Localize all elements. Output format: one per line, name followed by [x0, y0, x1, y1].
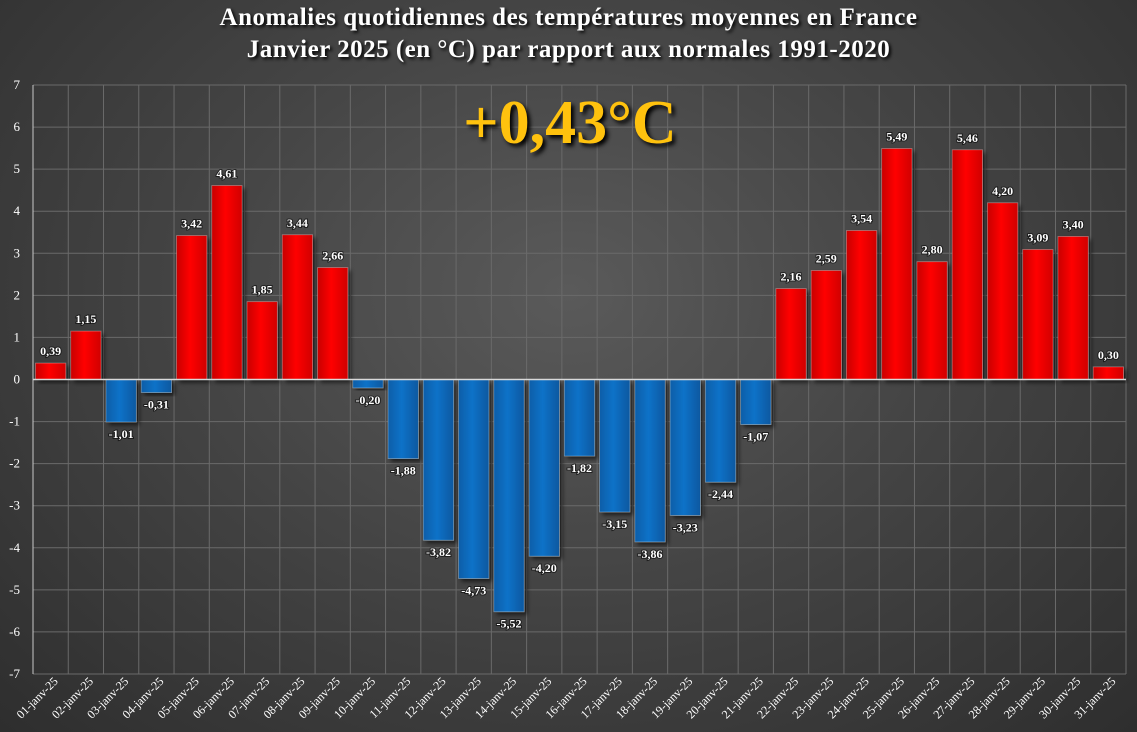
data-label: -3,23	[673, 520, 698, 534]
bar-20-janv-25	[704, 379, 737, 483]
bar-14-janv-25	[493, 379, 525, 613]
y-tick-label: -4	[9, 540, 20, 555]
data-label: 2,80	[922, 243, 943, 257]
data-label: -0,31	[144, 398, 169, 412]
data-label: -1,82	[567, 461, 592, 475]
data-label: 3,09	[1027, 230, 1048, 244]
y-tick-label: 4	[14, 203, 21, 218]
mean-anomaly-headline: +0,43°C	[463, 89, 677, 157]
bar-10-janv-25	[352, 379, 384, 389]
data-label: 4,61	[216, 167, 237, 181]
data-label: -2,44	[708, 487, 733, 501]
bar-31-janv-25	[1092, 366, 1124, 380]
y-tick-label: 2	[14, 287, 21, 302]
data-label: 0,30	[1098, 348, 1119, 362]
bar-26-janv-25	[916, 261, 948, 380]
bar-29-janv-25	[1022, 249, 1054, 380]
y-tick-label: 1	[14, 329, 21, 344]
bar-03-janv-25	[105, 379, 137, 423]
data-label: -4,73	[461, 583, 486, 597]
data-label: 1,85	[252, 283, 273, 297]
data-label: 0,39	[40, 344, 61, 358]
data-label: -0,20	[355, 393, 380, 407]
y-tick-label: -5	[9, 582, 20, 597]
data-label: 2,59	[816, 252, 837, 266]
bar-13-janv-25	[458, 379, 490, 579]
bar-11-janv-25	[387, 379, 419, 459]
data-label: 2,16	[781, 270, 802, 284]
y-tick-label: 3	[14, 245, 21, 260]
bar-04-janv-25	[140, 379, 172, 393]
bar-06-janv-25	[211, 185, 243, 380]
data-label: 3,44	[287, 216, 308, 230]
bar-09-janv-25	[317, 267, 349, 380]
chart-subtitle: Janvier 2025 (en °C) par rapport aux nor…	[246, 36, 891, 63]
data-label: 1,15	[75, 312, 96, 326]
bar-25-janv-25	[881, 148, 913, 380]
y-tick-label: 6	[14, 119, 21, 134]
bar-08-janv-25	[281, 234, 313, 380]
bar-27-janv-25	[951, 149, 983, 380]
bar-19-janv-25	[669, 379, 701, 516]
y-tick-label: -1	[9, 414, 20, 429]
bar-22-janv-25	[775, 288, 807, 380]
data-label: -1,88	[391, 464, 416, 478]
bar-24-janv-25	[846, 230, 878, 380]
y-tick-label: -3	[9, 498, 20, 513]
bar-12-janv-25	[422, 379, 455, 541]
y-tick-label: 0	[14, 372, 21, 387]
bar-15-janv-25	[528, 379, 560, 557]
data-label: 4,20	[992, 184, 1013, 198]
data-label: -4,20	[532, 561, 557, 575]
bar-17-janv-25	[599, 379, 631, 513]
bar-30-janv-25	[1057, 236, 1089, 380]
bar-21-janv-25	[740, 379, 772, 425]
data-label: -3,15	[602, 517, 627, 531]
data-label: -1,01	[109, 427, 134, 441]
y-tick-label: -6	[9, 624, 20, 639]
bar-01-janv-25	[35, 362, 67, 380]
data-label: -5,52	[496, 617, 521, 631]
data-label: 5,46	[957, 131, 978, 145]
data-label: 2,66	[322, 249, 343, 263]
y-tick-label: -7	[9, 666, 20, 681]
bar-07-janv-25	[246, 301, 278, 380]
data-label: 5,49	[886, 130, 907, 144]
data-label: -3,82	[426, 545, 451, 559]
data-label: 3,54	[851, 212, 872, 226]
y-tick-label: 5	[14, 161, 21, 176]
data-label: -3,86	[638, 547, 663, 561]
data-label: 3,40	[1063, 217, 1084, 231]
data-label: 3,42	[181, 217, 202, 231]
bar-23-janv-25	[810, 270, 842, 380]
bar-05-janv-25	[176, 235, 208, 380]
bar-16-janv-25	[563, 379, 596, 457]
bar-02-janv-25	[70, 330, 102, 380]
y-tick-label: 7	[14, 77, 21, 92]
y-tick-label: -2	[9, 456, 20, 471]
data-label: -1,07	[743, 430, 768, 444]
bar-18-janv-25	[634, 379, 666, 543]
chart-title: Anomalies quotidiennes des températures …	[219, 4, 918, 31]
bar-28-janv-25	[987, 202, 1019, 380]
